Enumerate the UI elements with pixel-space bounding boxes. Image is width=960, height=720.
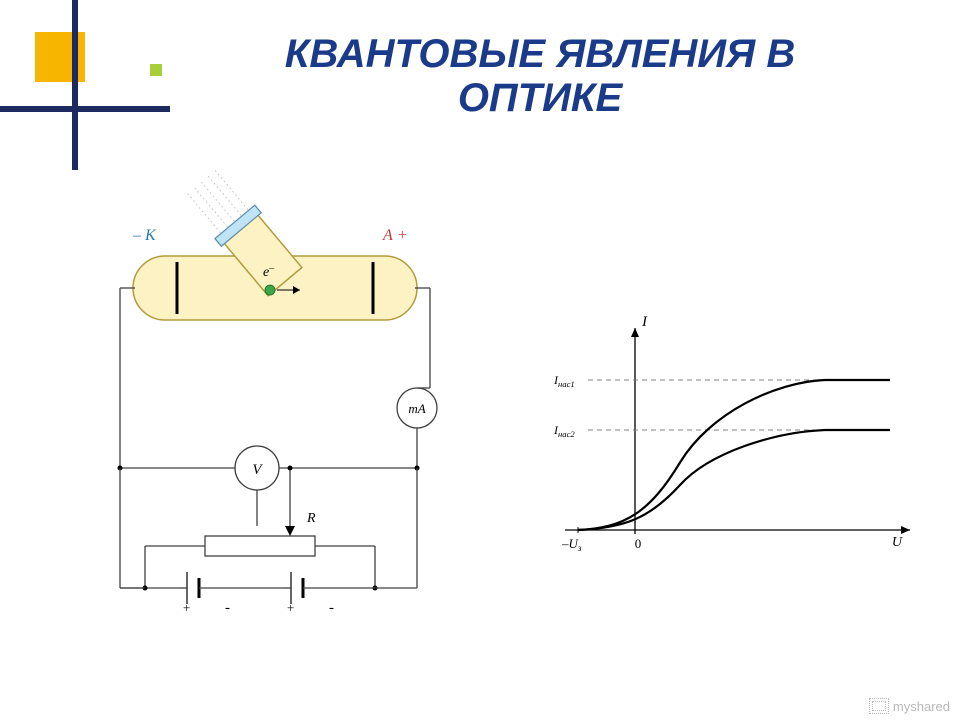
svg-text:-: - (225, 600, 230, 616)
watermark-text: myshared (893, 699, 950, 714)
iv-characteristic-graph: I U 0 –Uз Iнас1 Iнас2 (530, 300, 925, 590)
deco-bar-vertical (72, 0, 78, 170)
svg-text:0: 0 (635, 536, 642, 551)
svg-text:mA: mA (408, 401, 425, 416)
svg-text:-: - (329, 600, 334, 616)
svg-text:А +: А + (382, 227, 408, 244)
title-bullet (150, 64, 162, 76)
svg-text:Iнас2: Iнас2 (553, 423, 575, 439)
svg-text:– К: – К (132, 227, 157, 244)
svg-text:+: + (183, 600, 190, 615)
deco-bar-horizontal (0, 106, 170, 112)
svg-text:I: I (641, 314, 648, 330)
svg-text:+: + (287, 600, 294, 615)
svg-text:U: U (892, 535, 903, 550)
slide-title: КВАНТОВЫЕ ЯВЛЕНИЯ В ОПТИКЕ (180, 32, 900, 120)
watermark-icon (869, 698, 889, 714)
svg-text:Iнас1: Iнас1 (553, 373, 575, 389)
photoelectric-circuit-diagram: – КА +e–VR+-+-mA (75, 168, 495, 628)
svg-text:–Uз: –Uз (561, 536, 582, 553)
slide: КВАНТОВЫЕ ЯВЛЕНИЯ В ОПТИКЕ – КА +e–VR+-+… (0, 0, 960, 720)
svg-text:R: R (306, 511, 316, 526)
watermark: myshared (869, 698, 950, 714)
